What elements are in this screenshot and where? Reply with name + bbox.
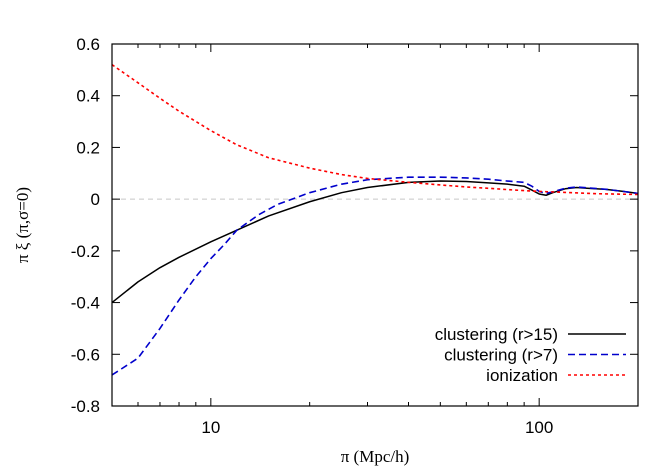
legend-label: clustering (r>7) [444,346,558,365]
legend-label: ionization [486,366,558,385]
y-tick-label: -0.2 [71,242,100,261]
y-tick-label: -0.6 [71,345,100,364]
y-tick-label: -0.8 [71,397,100,416]
x-axis-label: π (Mpc/h) [341,447,410,466]
y-tick-label: 0.6 [76,35,100,54]
x-tick-label: 100 [525,418,553,437]
plot-frame [111,43,639,407]
legend-label: clustering (r>15) [435,325,558,344]
y-axis-label: π ξ (π,σ=0) [13,187,32,263]
y-tick-label: 0.2 [76,138,100,157]
y-ticks: -0.8 -0.6 -0.4 -0.2 0 0.2 0.4 0.6 [71,35,638,416]
x-ticks: 10 100 [111,44,639,437]
series-lines [112,64,638,376]
series-line-2 [112,176,638,376]
legend: clustering (r>15) clustering (r>7)ionizat… [435,325,626,385]
x-tick-label: 10 [201,418,220,437]
series-line-3 [112,64,638,196]
y-tick-label: 0.4 [76,87,100,106]
y-tick-label: 0 [91,190,100,209]
y-tick-label: -0.4 [71,294,100,313]
